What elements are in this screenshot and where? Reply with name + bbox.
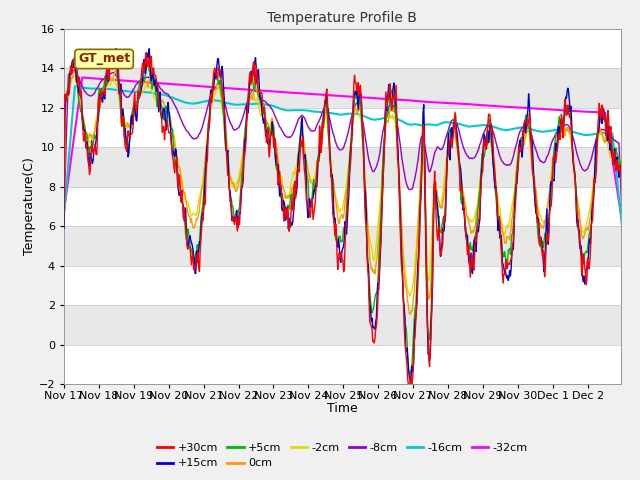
+5cm xyxy=(434,208,442,214)
+5cm xyxy=(127,128,134,133)
+5cm xyxy=(406,371,413,377)
Line: +30cm: +30cm xyxy=(64,51,623,392)
+15cm xyxy=(434,203,442,208)
Y-axis label: Temperature(C): Temperature(C) xyxy=(22,157,36,255)
Line: 0cm: 0cm xyxy=(64,70,623,314)
-16cm xyxy=(433,122,441,128)
Line: -2cm: -2cm xyxy=(64,75,623,296)
+30cm xyxy=(278,192,285,198)
-32cm xyxy=(433,99,441,105)
0cm xyxy=(434,194,442,200)
0cm xyxy=(112,67,120,73)
+5cm xyxy=(60,176,68,182)
-32cm xyxy=(278,89,285,95)
0cm xyxy=(127,124,134,130)
+30cm xyxy=(60,211,68,216)
Line: +15cm: +15cm xyxy=(64,49,623,385)
0cm xyxy=(619,208,627,214)
-8cm xyxy=(433,145,441,151)
-8cm xyxy=(402,177,410,183)
-2cm xyxy=(60,193,68,199)
-2cm xyxy=(434,192,442,198)
Bar xyxy=(64,305,621,345)
Line: +5cm: +5cm xyxy=(64,49,623,374)
-2cm xyxy=(229,184,237,190)
-8cm xyxy=(619,225,627,230)
-16cm xyxy=(71,84,79,89)
-32cm xyxy=(78,74,86,80)
+15cm xyxy=(257,96,264,102)
-32cm xyxy=(257,87,264,93)
-8cm xyxy=(229,126,237,132)
+15cm xyxy=(278,205,285,211)
Title: Temperature Profile B: Temperature Profile B xyxy=(268,11,417,25)
-32cm xyxy=(127,78,134,84)
-32cm xyxy=(402,97,410,103)
+30cm xyxy=(127,132,134,138)
+15cm xyxy=(113,46,120,52)
+30cm xyxy=(402,346,410,352)
+30cm xyxy=(229,216,237,221)
-32cm xyxy=(60,208,68,214)
Line: -16cm: -16cm xyxy=(64,86,623,232)
-8cm xyxy=(278,127,285,133)
Bar xyxy=(64,108,621,147)
X-axis label: Time: Time xyxy=(327,402,358,415)
+30cm xyxy=(434,237,442,243)
Line: -32cm: -32cm xyxy=(64,77,623,224)
+5cm xyxy=(112,46,120,52)
Line: -8cm: -8cm xyxy=(64,71,623,228)
+5cm xyxy=(619,213,627,219)
+15cm xyxy=(407,383,415,388)
-8cm xyxy=(70,68,78,73)
Bar xyxy=(64,345,621,384)
Legend: +30cm, +15cm, +5cm, 0cm, -2cm, -8cm, -16cm, -32cm: +30cm, +15cm, +5cm, 0cm, -2cm, -8cm, -16… xyxy=(157,443,528,468)
Bar xyxy=(64,187,621,226)
-2cm xyxy=(70,72,78,78)
+30cm xyxy=(257,91,264,96)
Bar xyxy=(64,68,621,108)
-16cm xyxy=(402,120,410,126)
-16cm xyxy=(229,101,237,107)
-2cm xyxy=(127,120,134,126)
-16cm xyxy=(278,106,285,112)
0cm xyxy=(407,312,415,317)
+15cm xyxy=(402,344,410,350)
-8cm xyxy=(127,91,134,97)
Text: GT_met: GT_met xyxy=(78,52,130,65)
-8cm xyxy=(60,208,68,214)
0cm xyxy=(229,181,237,187)
-8cm xyxy=(257,94,264,99)
-16cm xyxy=(257,101,264,107)
+5cm xyxy=(257,99,264,105)
-2cm xyxy=(402,271,410,277)
-32cm xyxy=(229,86,237,92)
+5cm xyxy=(229,204,237,209)
Bar xyxy=(64,226,621,265)
+15cm xyxy=(229,214,237,219)
+5cm xyxy=(278,192,285,197)
+30cm xyxy=(405,389,413,395)
+30cm xyxy=(112,48,120,54)
0cm xyxy=(257,102,264,108)
+15cm xyxy=(619,166,627,171)
-2cm xyxy=(406,293,413,299)
0cm xyxy=(278,184,285,190)
Bar xyxy=(64,265,621,305)
Bar xyxy=(64,29,621,68)
-16cm xyxy=(60,212,68,218)
0cm xyxy=(402,283,410,288)
-2cm xyxy=(619,230,627,236)
-2cm xyxy=(278,174,285,180)
+15cm xyxy=(127,132,134,138)
0cm xyxy=(60,222,68,228)
-16cm xyxy=(619,229,627,235)
-2cm xyxy=(257,113,264,119)
+30cm xyxy=(619,156,627,161)
Bar xyxy=(64,147,621,187)
-32cm xyxy=(619,221,627,227)
-16cm xyxy=(127,89,134,95)
+15cm xyxy=(60,226,68,231)
+5cm xyxy=(402,323,410,329)
